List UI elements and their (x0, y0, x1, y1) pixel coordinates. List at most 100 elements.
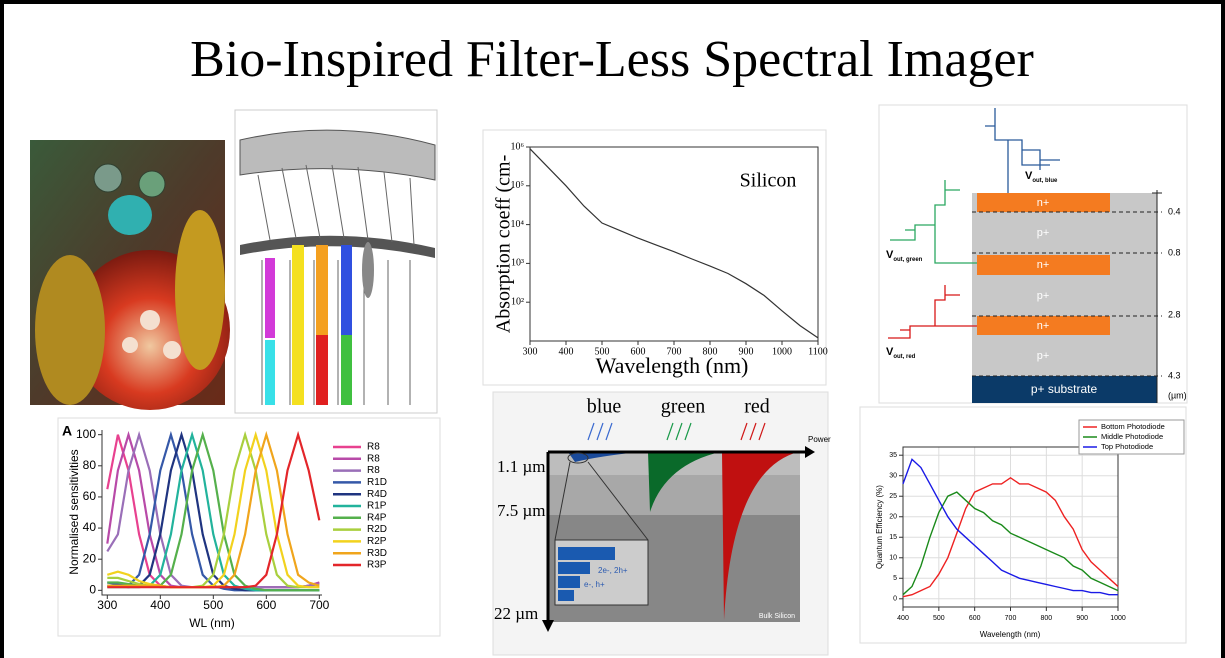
x-tick-label: 700 (309, 598, 329, 612)
annotation: Silicon (740, 170, 797, 192)
layer (548, 475, 800, 515)
x-tick-label: 1000 (772, 346, 792, 357)
inset-label: e-, h+ (584, 580, 605, 589)
series-line (106, 430, 320, 589)
layer-label: n+ (1037, 320, 1050, 332)
legend-label: R1P (367, 501, 387, 512)
light-arrows-part (740, 422, 766, 441)
legend-box (1078, 419, 1185, 455)
series-line (902, 491, 1119, 596)
x-tick-label: 800 (1040, 615, 1052, 622)
output-label: V (886, 346, 894, 358)
series-line (107, 430, 321, 589)
inset-bar (558, 576, 580, 588)
readout-circuits-part (890, 180, 977, 264)
output-label: Vout, blue (1025, 170, 1058, 184)
y-axis-title: Absorption coeff (cm- (493, 155, 515, 333)
rhabdom-red (316, 335, 328, 405)
rhabdom-gray (362, 242, 374, 298)
rhabdom-magenta (265, 258, 275, 338)
chart: 0 5 10 15 20 25 30 35 400 500 600 700 800 900 1000 Wave… (875, 419, 1185, 639)
chart: 0 20 40 60 80 100 300 400 500 600 700 WL (nm) Normal… (62, 423, 387, 630)
y-tick-label: 15 (889, 534, 897, 541)
rhabdom-yellow (292, 245, 304, 405)
output-label: V (1025, 170, 1033, 182)
legend-label: R8 (367, 465, 380, 476)
x-tick-label: 300 (97, 598, 117, 612)
cone-outlines (257, 164, 415, 405)
depth-label: 1.1 µm (497, 457, 546, 476)
layer-label: p+ (1037, 350, 1050, 362)
x-tick-label: 400 (897, 615, 909, 622)
x-tick-label: 600 (969, 615, 981, 622)
shrimp-photo (30, 140, 230, 410)
rhabdom-cyan (265, 340, 275, 405)
legend-label: R2D (367, 524, 387, 535)
shrimp-claw (35, 255, 105, 405)
x-tick-label: 1000 (1110, 615, 1126, 622)
n-well (977, 316, 1110, 335)
y-tick-label: 80 (83, 458, 97, 472)
shrimp-eye (138, 170, 166, 198)
depth-value: 4.3 (1168, 370, 1181, 380)
x-tick-label: 500 (203, 598, 223, 612)
x-tick-label: 400 (150, 598, 170, 612)
y-axis-title: Normalised sensitivities (67, 449, 81, 574)
x-tick-label: 400 (559, 346, 574, 357)
y-tick-label: 5 (893, 575, 897, 582)
y-tick-label: 20 (83, 551, 97, 565)
rhabdom-orange (316, 245, 328, 335)
shrimp-spot (122, 337, 138, 353)
legend-label: R2P (367, 536, 387, 547)
x-tick-label: 800 (703, 346, 718, 357)
x-tick-label: 900 (739, 346, 754, 357)
light-arrows (587, 422, 766, 441)
plot-frame (902, 446, 1119, 608)
layer-label: p+ substrate (1031, 382, 1098, 396)
legend-label: Middle Photodiode (1101, 432, 1163, 441)
inset-bar (558, 547, 615, 560)
legend-label: R4P (367, 512, 387, 523)
y-tick-label: 35 (889, 452, 897, 459)
series-line (902, 458, 1118, 596)
depth-ruler (1152, 190, 1162, 403)
y-tick-label: 0 (893, 596, 897, 603)
series-line (529, 148, 819, 339)
green-absorption (648, 452, 720, 512)
x-tick-label: 300 (523, 346, 538, 357)
shrimp-eye (93, 163, 123, 193)
readout-circuits-part (888, 285, 977, 339)
x-axis-title: WL (nm) (189, 616, 235, 630)
depth-unit: (µm) (1168, 390, 1187, 400)
y-tick-label: 25 (889, 493, 897, 500)
output-subscript: out, blue (1032, 178, 1058, 184)
zoom-marker (567, 452, 589, 464)
x-tick-label: 700 (667, 346, 682, 357)
cone-outlines-part (257, 164, 415, 246)
axis (101, 430, 322, 596)
color-label: green (661, 396, 705, 418)
color-label: red (744, 396, 770, 418)
zoom-lines (554, 461, 649, 541)
legend-label: R1D (367, 477, 387, 488)
substrate (972, 376, 1157, 403)
depth-line (972, 211, 1162, 377)
y-tick-label: 40 (83, 520, 97, 534)
plot-frame (529, 146, 819, 342)
depth-label: 22 µm (494, 604, 538, 623)
color-label: blue (587, 396, 622, 418)
shrimp-spot (163, 341, 181, 359)
depth-value: 2.8 (1168, 309, 1181, 319)
depth-label: 7.5 µm (497, 501, 546, 520)
y-tick-label: 10² (511, 296, 524, 307)
y-tick-label: 10⁶ (511, 141, 525, 152)
y-tick-label: 10³ (511, 258, 524, 269)
y-tick-label: 10⁵ (511, 180, 525, 191)
output-label: Vout, red (886, 346, 916, 360)
light-arrows-part (587, 422, 613, 441)
x-axis-title: Wavelength (nm) (596, 353, 749, 378)
panel-label: A (62, 423, 72, 439)
series-line (902, 476, 1119, 598)
